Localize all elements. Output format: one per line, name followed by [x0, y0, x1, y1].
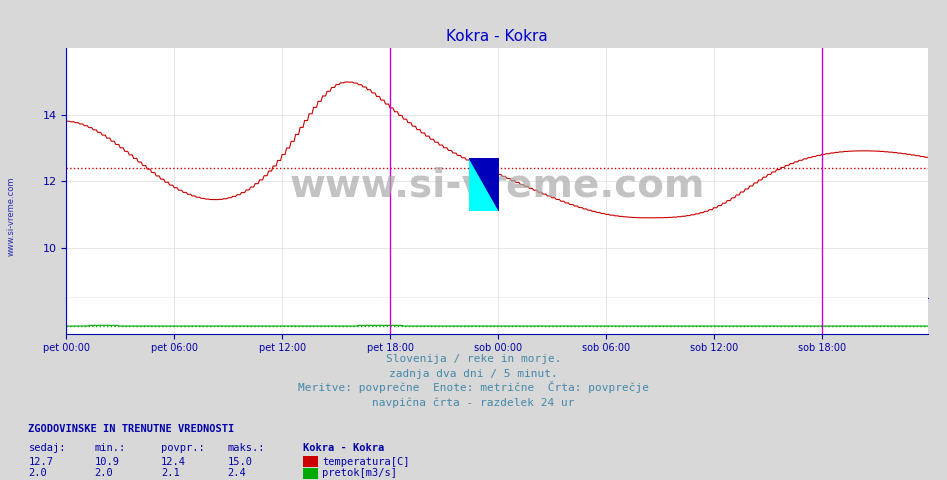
- Text: Slovenija / reke in morje.: Slovenija / reke in morje.: [385, 354, 562, 364]
- Text: Kokra - Kokra: Kokra - Kokra: [303, 443, 384, 453]
- Text: sedaj:: sedaj:: [28, 443, 66, 453]
- Title: Kokra - Kokra: Kokra - Kokra: [446, 29, 548, 44]
- Text: pretok[m3/s]: pretok[m3/s]: [322, 468, 397, 478]
- Text: Meritve: povprečne  Enote: metrične  Črta: povprečje: Meritve: povprečne Enote: metrične Črta:…: [298, 381, 649, 393]
- Text: www.si-vreme.com: www.si-vreme.com: [7, 176, 16, 256]
- Text: 2.0: 2.0: [28, 468, 47, 478]
- Text: min.:: min.:: [95, 443, 126, 453]
- Text: 12.4: 12.4: [161, 456, 186, 467]
- Text: 12.7: 12.7: [28, 456, 53, 467]
- Text: navpična črta - razdelek 24 ur: navpična črta - razdelek 24 ur: [372, 397, 575, 408]
- Polygon shape: [469, 158, 499, 211]
- Bar: [303, 468, 318, 479]
- Bar: [303, 456, 318, 467]
- Text: www.si-vreme.com: www.si-vreme.com: [290, 166, 705, 204]
- Polygon shape: [469, 158, 499, 211]
- Text: 10.9: 10.9: [95, 456, 119, 467]
- Text: zadnja dva dni / 5 minut.: zadnja dva dni / 5 minut.: [389, 369, 558, 379]
- Text: 2.1: 2.1: [161, 468, 180, 478]
- Text: povpr.:: povpr.:: [161, 443, 205, 453]
- Text: maks.:: maks.:: [227, 443, 265, 453]
- Text: 2.4: 2.4: [227, 468, 246, 478]
- Text: 15.0: 15.0: [227, 456, 252, 467]
- Text: ZGODOVINSKE IN TRENUTNE VREDNOSTI: ZGODOVINSKE IN TRENUTNE VREDNOSTI: [28, 424, 235, 434]
- Text: 2.0: 2.0: [95, 468, 114, 478]
- Text: temperatura[C]: temperatura[C]: [322, 456, 409, 467]
